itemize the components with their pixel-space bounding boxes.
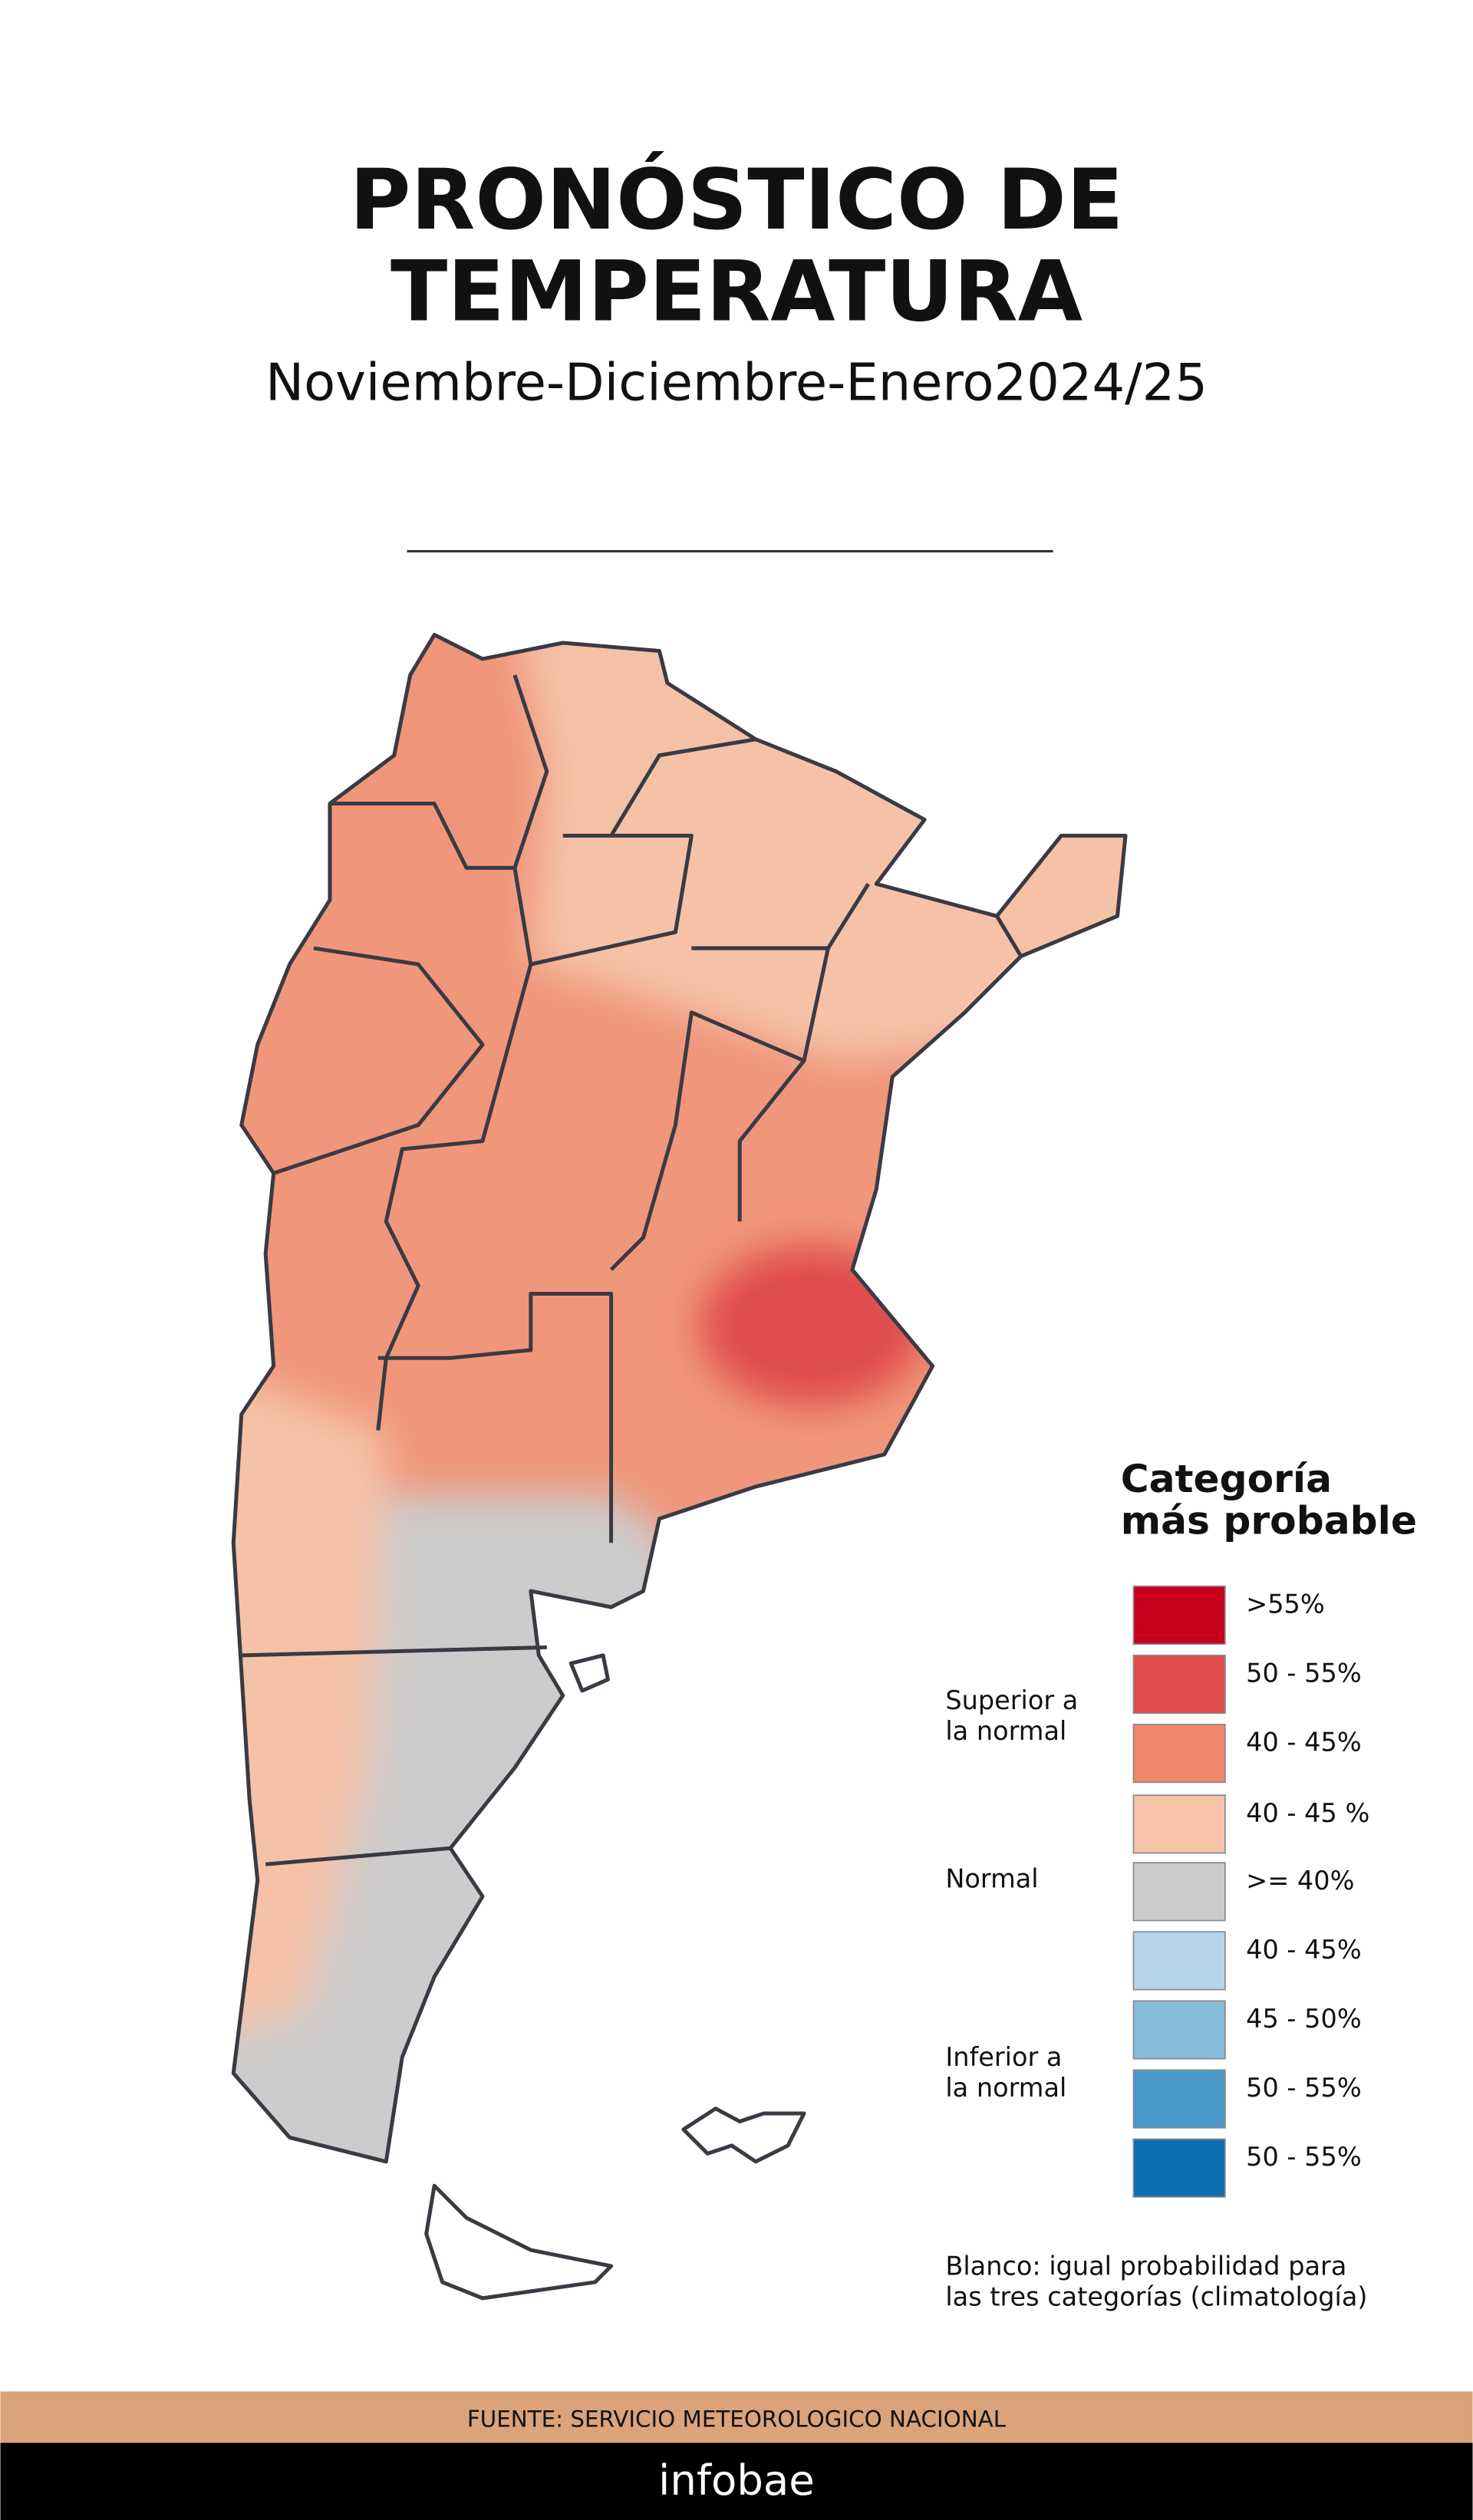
- province-borders: [241, 674, 1023, 1866]
- legend-group: Normal: [945, 1864, 1038, 1894]
- source: FUENTE: SERVICIO METEOROLOGICO NACIONAL: [467, 2406, 1007, 2433]
- legend-swatch: [1132, 1862, 1226, 1922]
- title-line: PRONÓSTICO DE: [350, 151, 1124, 249]
- subtitle: Noviembre-Diciembre-Enero2024/25: [265, 352, 1208, 412]
- brand: infobae: [658, 2456, 815, 2505]
- legend-label: 50 - 55%: [1246, 2142, 1362, 2172]
- legend-label: 50 - 55%: [1246, 1659, 1362, 1688]
- legend-title: más probable: [1121, 1498, 1417, 1543]
- title-line: TEMPERATURA: [390, 242, 1083, 340]
- source-band: [0, 2391, 1473, 2443]
- legend-title: Categoría: [1121, 1456, 1332, 1501]
- legend-label: 40 - 45 %: [1246, 1798, 1369, 1828]
- legend-note: las tres categorías (climatología): [945, 2281, 1367, 2311]
- legend-swatch: [1132, 2138, 1226, 2198]
- malvinas: [681, 2107, 806, 2164]
- legend-group: la normal: [945, 1716, 1066, 1746]
- legend-group: Inferior a: [945, 2042, 1062, 2072]
- legend-label: >55%: [1246, 1589, 1325, 1619]
- legend-swatch: [1132, 2069, 1226, 2129]
- legend-swatch: [1132, 1794, 1226, 1854]
- legend-swatch: [1132, 1585, 1226, 1645]
- map-fill: [233, 634, 1125, 2162]
- legend-label: 50 - 55%: [1246, 2073, 1362, 2103]
- legend-group: la normal: [945, 2073, 1066, 2103]
- legend-swatch: [1132, 1931, 1226, 1991]
- legend-label: 45 - 50%: [1246, 2004, 1362, 2034]
- legend-label: 40 - 45%: [1246, 1728, 1362, 1757]
- brand-band: [0, 2443, 1473, 2520]
- tierra-del-fuego: [424, 2183, 614, 2301]
- legend-group: Superior a: [945, 1685, 1078, 1715]
- legend-swatch: [1132, 1655, 1226, 1715]
- legend-swatch: [1132, 2000, 1226, 2060]
- island: [568, 1653, 610, 1693]
- legend-note: Blanco: igual probabilidad para: [945, 2252, 1346, 2281]
- legend-label: 40 - 45%: [1246, 1935, 1362, 1965]
- legend: >55% 50 - 55% 40 - 45% 40 - 45 % >= 40% 40 - …: [945, 1585, 1369, 2198]
- legend-swatch: [1132, 1724, 1226, 1784]
- legend-label: >= 40%: [1246, 1866, 1354, 1896]
